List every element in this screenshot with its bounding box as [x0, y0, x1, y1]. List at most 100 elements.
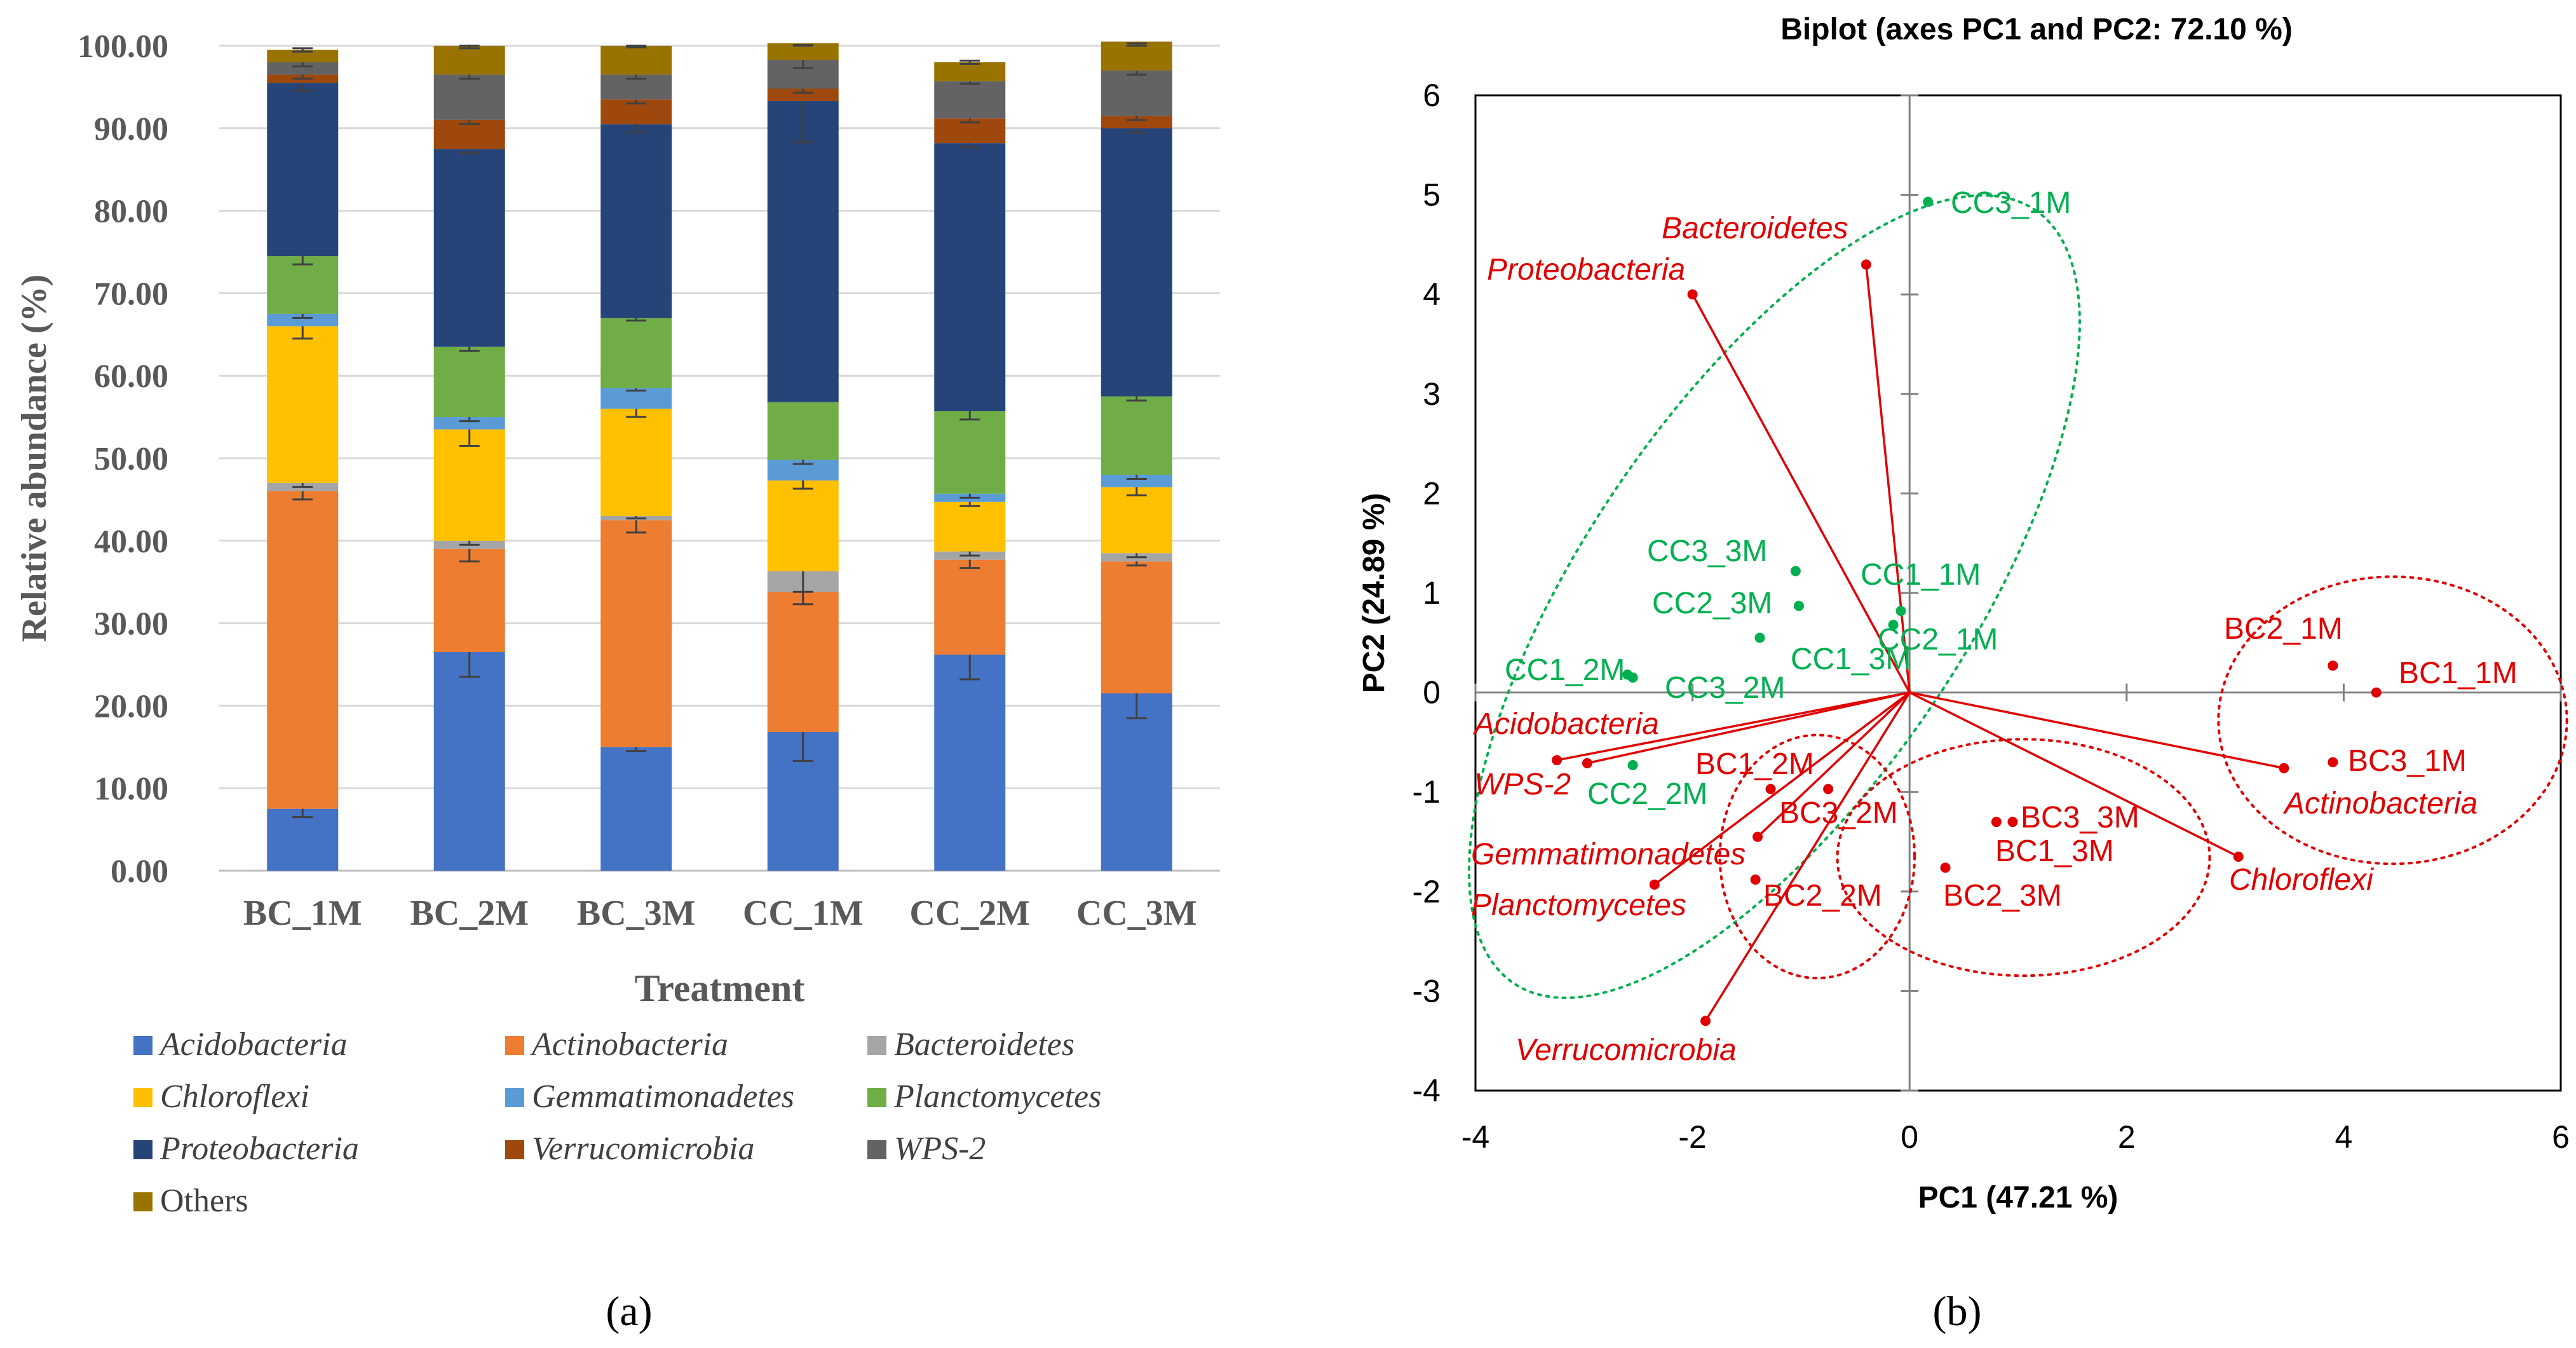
- observation-label: BC2_3M: [1943, 879, 2062, 913]
- y-tick-label: 100.00: [78, 29, 168, 65]
- bar-segment: [600, 520, 672, 747]
- y-tick-label: -1: [1413, 774, 1441, 810]
- y-tick-label: 80.00: [94, 194, 168, 230]
- loading-vector: [1653, 691, 1911, 886]
- bar-segment: [267, 83, 339, 256]
- observation-point: [1923, 196, 1934, 207]
- observation-label: CC3_3M: [1647, 534, 1767, 568]
- observation-label: CC1_1M: [1861, 558, 1981, 592]
- bar-segment: [1101, 128, 1172, 397]
- y-tick-label: 0: [1423, 675, 1441, 711]
- bar-segment: [767, 592, 839, 732]
- bar-segment: [767, 100, 839, 402]
- group-ellipse: [2217, 575, 2568, 866]
- y-tick-label: 20.00: [94, 688, 168, 725]
- observation-label: CC1_3M: [1791, 643, 1911, 676]
- observation-point: [1627, 759, 1638, 770]
- loading-vector: [1909, 691, 2239, 858]
- loading-vector: [1909, 691, 2284, 770]
- x-tick-label: 6: [2552, 1119, 2570, 1155]
- y-tick-label: 70.00: [94, 276, 168, 312]
- loading-vector: [1556, 691, 1910, 761]
- bar-segment: [433, 652, 505, 871]
- bar-segment: [1101, 487, 1172, 554]
- observation-point: [1823, 784, 1834, 794]
- x-tick-label: 2: [2118, 1119, 2136, 1155]
- x-axis-title: PC1 (47.21 %): [1918, 1181, 2118, 1215]
- observation-point: [1940, 862, 1951, 873]
- bar-segment: [934, 501, 1006, 552]
- bar-segment: [433, 46, 505, 75]
- bar-segment: [600, 747, 672, 871]
- variable-label: WPS-2: [1474, 768, 1571, 801]
- observation-point: [1888, 620, 1899, 630]
- bar-segment: [267, 255, 339, 314]
- y-tick-label: 1: [1423, 575, 1441, 611]
- bar-segment: [433, 429, 505, 541]
- loading-vector: [1691, 294, 1911, 693]
- observation-label: CC2_3M: [1652, 587, 1772, 620]
- bar-segment: [267, 326, 339, 483]
- loading-point: [2279, 763, 2289, 773]
- legend-swatch: [867, 1088, 886, 1107]
- x-tick-label: -4: [1461, 1119, 1489, 1155]
- bar-segment: [1101, 396, 1172, 475]
- observation-point: [1793, 601, 1804, 611]
- observation-label: BC1_3M: [1995, 834, 2114, 868]
- loading-point: [1552, 755, 1563, 766]
- legend-label: Chloroflexi: [160, 1079, 309, 1115]
- loading-point: [1649, 879, 1660, 890]
- legend-label: Acidobacteria: [158, 1026, 348, 1063]
- loading-vector: [1587, 691, 1910, 765]
- x-tick-label: BC_2M: [410, 894, 529, 933]
- bar-segment: [1101, 70, 1172, 116]
- observation-label: BC3_3M: [2021, 801, 2139, 834]
- panel-label: (a): [606, 1288, 652, 1335]
- bar-segment: [1101, 116, 1172, 128]
- observation-label: BC2_1M: [2224, 612, 2343, 646]
- bar-segment: [600, 318, 672, 388]
- loading-point: [1752, 831, 1763, 842]
- y-tick-label: 4: [1423, 276, 1441, 312]
- observation-label: BC1_2M: [1695, 747, 1814, 781]
- legend-label: Proteobacteria: [159, 1131, 359, 1167]
- bar-segment: [267, 313, 339, 327]
- legend-label: Planctomycetes: [893, 1079, 1101, 1115]
- variable-label: Bacteroidetes: [1662, 212, 1848, 245]
- bar-segment: [600, 124, 672, 318]
- bar-segment: [267, 62, 339, 75]
- legend-swatch: [133, 1140, 153, 1159]
- bar-segment: [934, 411, 1006, 494]
- bar-segment: [1101, 561, 1172, 693]
- chart-title: Biplot (axes PC1 and PC2: 72.10 %): [1780, 13, 2293, 46]
- bar-segment: [600, 388, 672, 409]
- y-tick-label: 10.00: [94, 771, 168, 807]
- x-tick-label: 4: [2335, 1119, 2352, 1155]
- legend-label: Verrucomicrobia: [532, 1131, 754, 1167]
- observation-point: [2007, 817, 2018, 827]
- variable-label: Gemmatimonadetes: [1471, 838, 1746, 871]
- y-tick-label: -2: [1413, 874, 1441, 909]
- x-tick-label: 0: [1901, 1119, 1918, 1155]
- observation-point: [1790, 566, 1801, 576]
- observation-point: [1750, 875, 1761, 885]
- plot-frame: [1474, 94, 2562, 1092]
- legend-label: WPS-2: [894, 1131, 986, 1167]
- observation-point: [2371, 687, 2382, 698]
- bar-segment: [433, 149, 505, 347]
- observation-point: [1895, 606, 1906, 616]
- legend-label: Bacteroidetes: [894, 1026, 1074, 1063]
- x-tick-label: CC_2M: [909, 894, 1030, 933]
- panel-a-stacked-bar-chart: 0.00 10.00 20.00 30.00 40.00 50.00 60.00 70.00 8…: [15, 29, 1220, 1335]
- loading-vector: [1704, 691, 1911, 1022]
- loading-point: [2233, 851, 2244, 862]
- y-tick-label: 90.00: [94, 111, 168, 147]
- x-tick-label: CC_1M: [743, 894, 864, 933]
- observation-label: BC3_1M: [2348, 744, 2467, 778]
- legend-label: Actinobacteria: [530, 1026, 728, 1063]
- observation-point: [2328, 660, 2338, 671]
- y-tick-label: 5: [1423, 177, 1441, 213]
- bar-segment: [1101, 693, 1172, 871]
- observation-label: CC2_2M: [1587, 777, 1707, 811]
